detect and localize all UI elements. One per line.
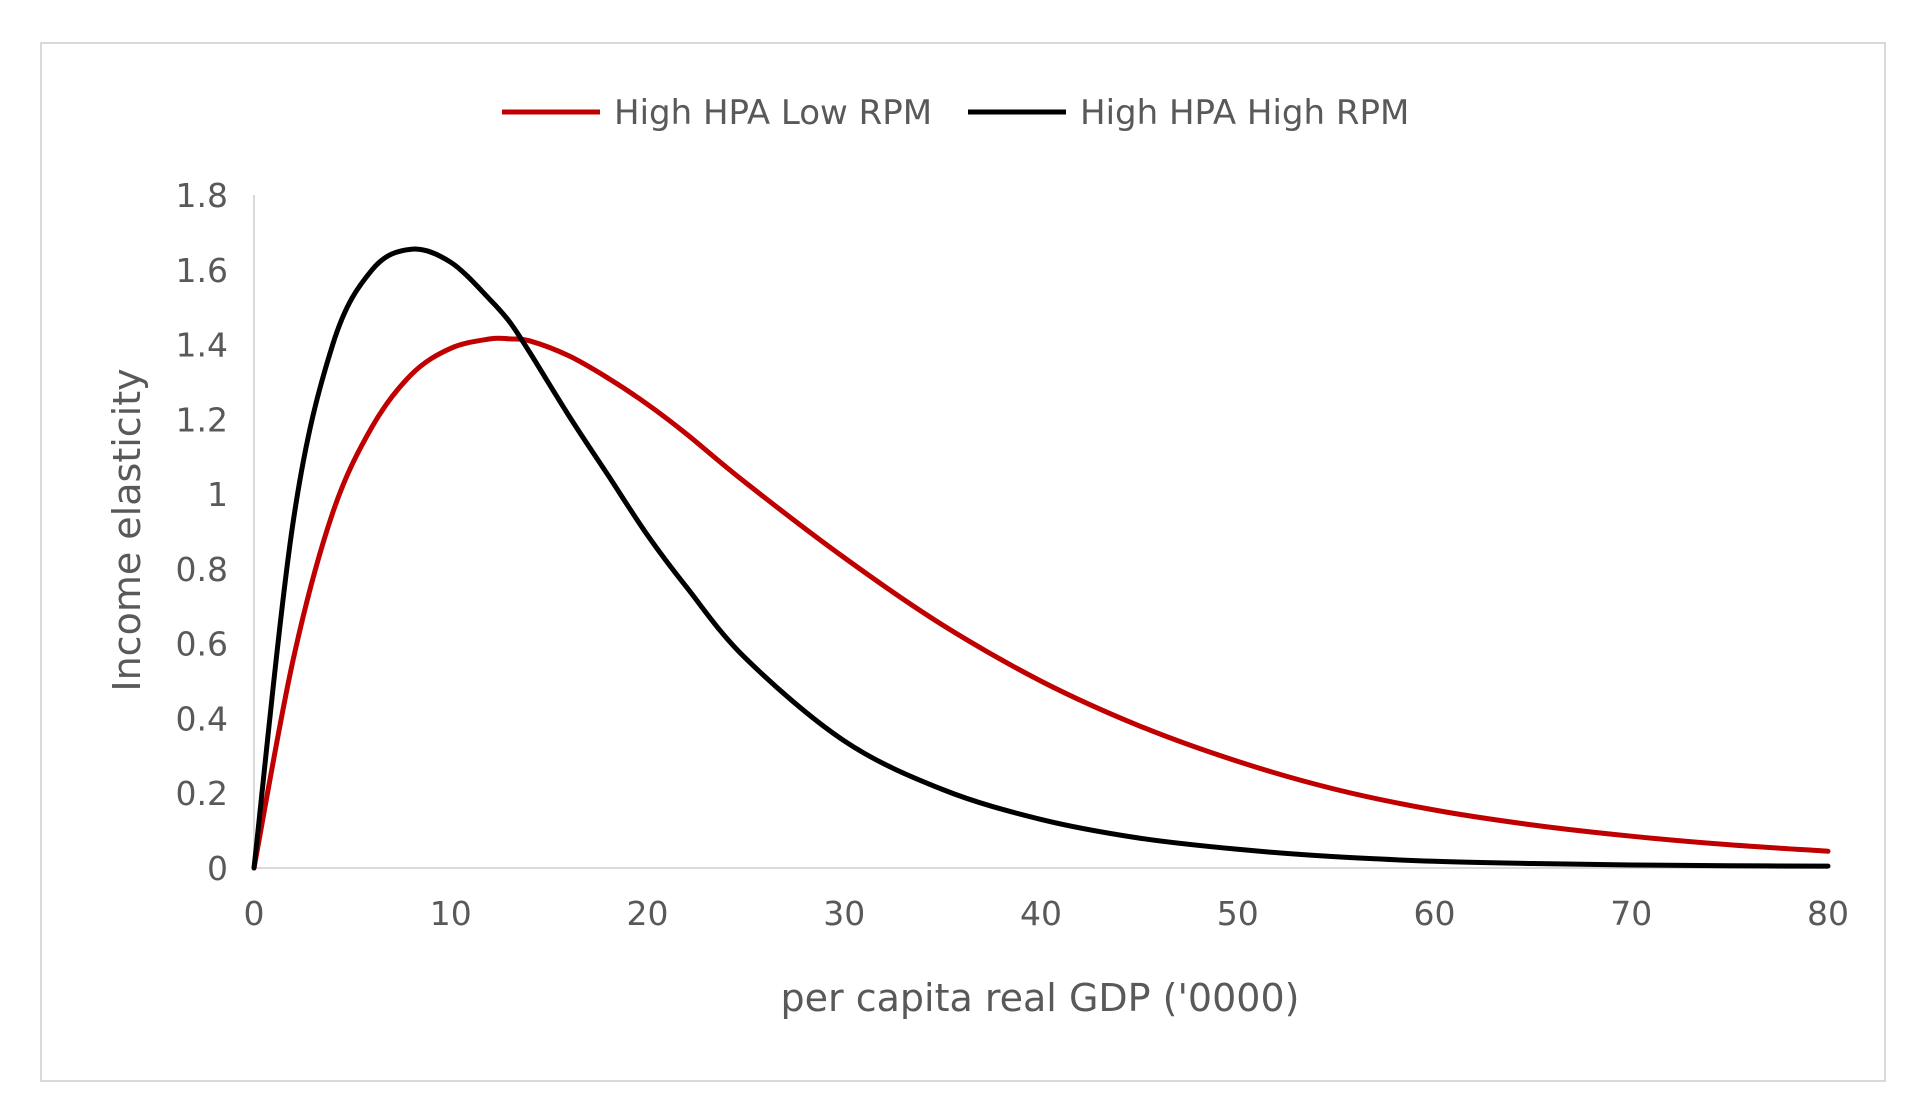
x-tick-label: 20 — [627, 894, 669, 933]
series-line-high-hpa-low-rpm — [251, 335, 1831, 871]
legend: High HPA Low RPM High HPA High RPM — [502, 93, 1409, 133]
legend-label-high-hpa-low-rpm: High HPA Low RPM — [614, 93, 932, 133]
x-tick-label: 40 — [1020, 894, 1062, 933]
x-tick-label: 0 — [244, 894, 265, 933]
y-tick-label: 0.4 — [176, 699, 228, 738]
x-tick-label: 60 — [1414, 894, 1456, 933]
x-tick-label: 50 — [1217, 894, 1259, 933]
x-axis: 0 10 20 30 40 50 60 70 80 — [244, 867, 1849, 933]
x-tick-label: 70 — [1610, 894, 1652, 933]
series-group — [251, 246, 1831, 871]
x-tick-label: 30 — [823, 894, 865, 933]
legend-label-high-hpa-high-rpm: High HPA High RPM — [1080, 93, 1409, 133]
y-tick-label: 1.8 — [176, 176, 228, 215]
y-tick-label: 0 — [207, 849, 228, 888]
x-tick-label: 80 — [1807, 894, 1849, 933]
y-tick-label: 1.4 — [176, 326, 228, 365]
y-tick-label: 1.6 — [176, 251, 228, 290]
y-axis: 0 0.2 0.4 0.6 0.8 1 1.2 1.4 1.6 1.8 — [176, 176, 255, 888]
y-tick-label: 1 — [207, 475, 228, 514]
y-tick-label: 0.6 — [176, 625, 228, 664]
chart-frame — [40, 42, 1886, 1082]
x-axis-title: per capita real GDP ('0000) — [781, 976, 1300, 1020]
x-tick-label: 10 — [430, 894, 472, 933]
y-tick-label: 0.8 — [176, 550, 228, 589]
series-line-high-hpa-high-rpm — [251, 246, 1831, 871]
y-axis-title: Income elasticity — [105, 368, 149, 691]
y-tick-label: 1.2 — [176, 400, 228, 439]
y-tick-label: 0.2 — [176, 774, 228, 813]
